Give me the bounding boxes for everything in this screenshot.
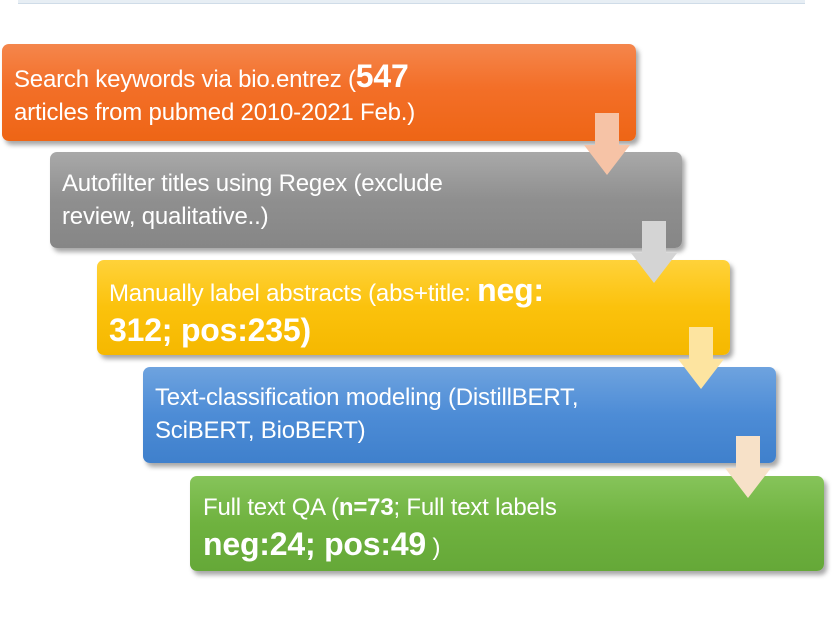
step5-counts: neg:24; pos:49 <box>203 526 427 562</box>
step3-neg-label: neg: <box>477 272 544 308</box>
step5-text-post: ; Full text labels <box>393 494 557 521</box>
arrow-shape <box>631 221 677 283</box>
arrow-shape <box>725 436 771 498</box>
step-manual-labeling: Manually label abstracts (abs+title: neg… <box>97 260 730 355</box>
step2-text-line2: review, qualitative..) <box>62 203 269 230</box>
step1-text-line2: articles from pubmed 2010-2021 Feb.) <box>14 99 416 126</box>
step4-text-line2: SciBERT, BioBERT) <box>155 417 366 444</box>
step-full-text-qa: Full text QA (n=73; Full text labels neg… <box>190 476 824 571</box>
step5-text: Full text QA ( <box>203 494 339 521</box>
down-arrow-icon <box>584 113 630 175</box>
step4-text: Text-classification modeling (DistillBER… <box>155 384 579 411</box>
down-arrow-icon <box>631 221 677 283</box>
step-text-classification: Text-classification modeling (DistillBER… <box>143 367 776 463</box>
arrow-shape <box>584 113 630 175</box>
top-divider <box>18 0 805 4</box>
step-search-keywords: Search keywords via bio.entrez (547 arti… <box>2 44 636 141</box>
step1-count: 547 <box>355 58 409 94</box>
arrow-shape <box>678 327 724 389</box>
down-arrow-icon <box>678 327 724 389</box>
step1-text: Search keywords via bio.entrez ( <box>14 66 356 93</box>
step2-text: Autofilter titles using Regex (exclude <box>62 170 443 197</box>
step5-n: n=73 <box>338 494 394 521</box>
step3-counts: 312; pos:235) <box>109 312 311 348</box>
step5-text-end: ) <box>426 534 441 561</box>
step3-text: Manually label abstracts (abs+title: <box>109 280 478 307</box>
step-autofilter-titles: Autofilter titles using Regex (exclude r… <box>50 152 682 248</box>
down-arrow-icon <box>725 436 771 498</box>
